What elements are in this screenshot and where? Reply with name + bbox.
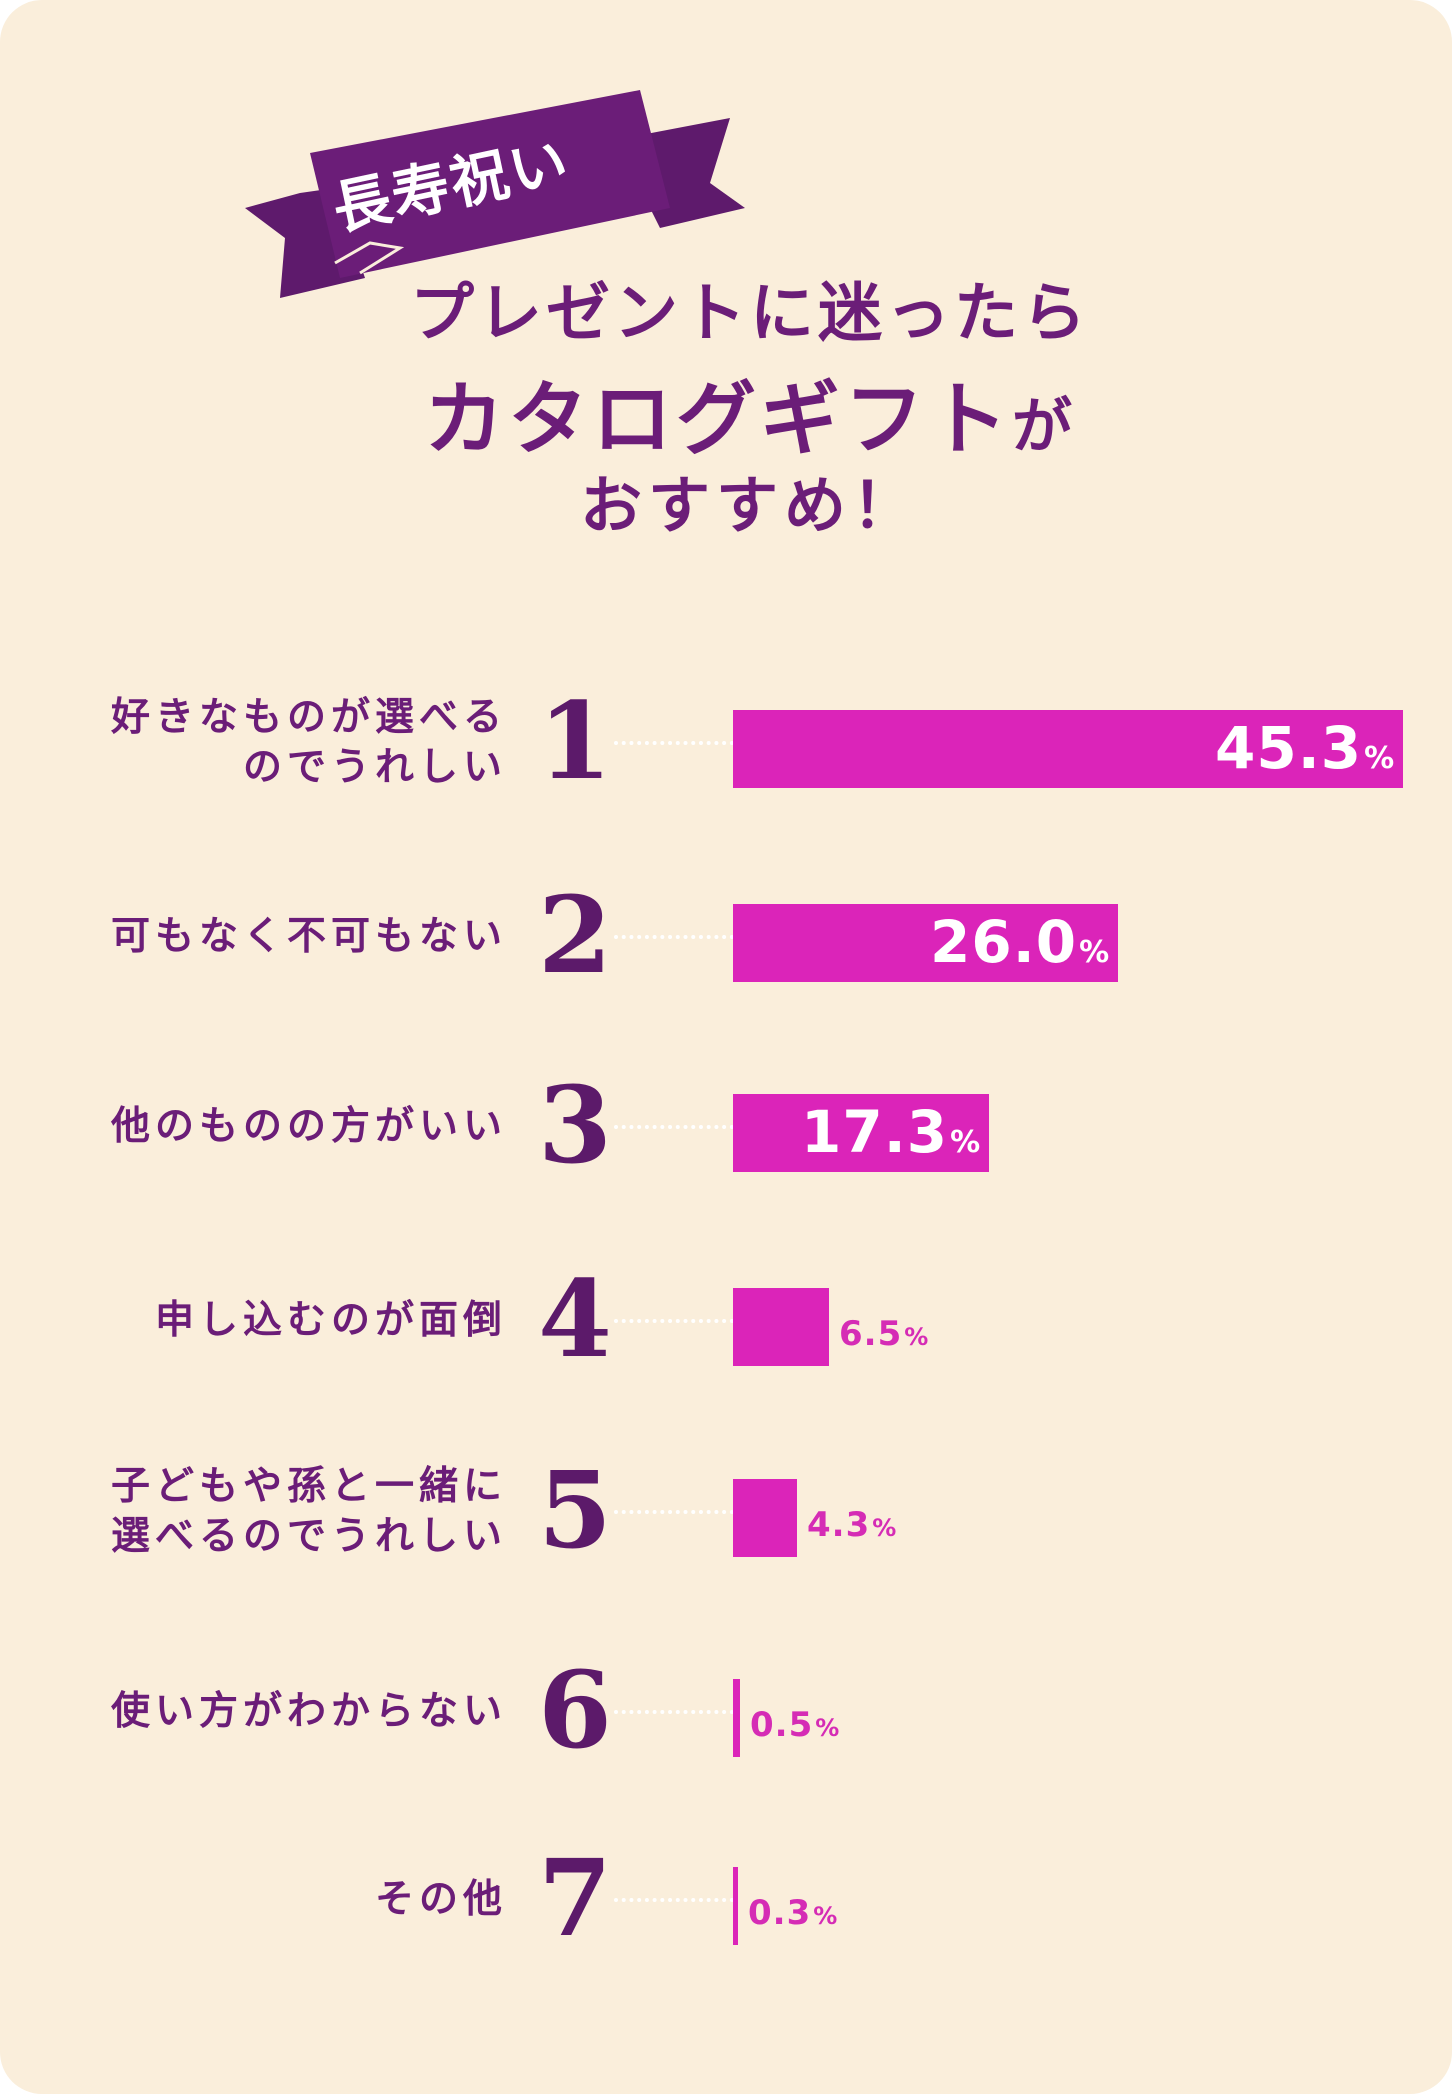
rank-number: 6 xyxy=(538,1647,612,1772)
value-unit: % xyxy=(1079,935,1111,970)
value-number: 26.0 xyxy=(930,908,1078,976)
category-label-line: 他のものの方がいい xyxy=(110,1104,507,1149)
value-unit: % xyxy=(815,1714,841,1742)
bar xyxy=(733,1679,740,1757)
value-label: 17.3% xyxy=(801,1098,981,1166)
rank-number: 3 xyxy=(538,1062,612,1187)
value-label: 4.3% xyxy=(807,1505,897,1545)
headline-particle: が xyxy=(1012,392,1076,462)
value-label: 0.3% xyxy=(748,1893,838,1933)
value-label: 45.3% xyxy=(1215,714,1395,782)
rank-number: 4 xyxy=(538,1256,612,1381)
value-number: 6.5 xyxy=(839,1314,903,1354)
category-label-line: 選べるのでうれしい xyxy=(110,1514,507,1559)
category-label-line: 使い方がわからない xyxy=(110,1689,507,1734)
headline-line-2: カタログギフトが xyxy=(300,355,1200,471)
dotted-leader xyxy=(614,1319,734,1323)
dotted-leader xyxy=(614,1510,734,1514)
bar xyxy=(733,1094,989,1172)
value-unit: % xyxy=(950,1125,982,1160)
value-unit: % xyxy=(904,1323,930,1351)
category-label-line: 好きなものが選べる xyxy=(110,695,507,740)
dotted-leader xyxy=(614,741,734,745)
category-label: 好きなものが選べるのでうれしい xyxy=(111,688,507,798)
headline-emphasis: カタログギフト xyxy=(424,373,1012,466)
value-number: 0.3 xyxy=(748,1893,812,1933)
chart-row: 子どもや孫と一緒に 選べるのでうれしい 5 4.3% xyxy=(0,1447,1452,1572)
chart-row: 申し込むのが面倒 4 6.5% xyxy=(0,1256,1452,1381)
category-label: その他 xyxy=(375,1845,507,1955)
category-label: 子どもや孫と一緒に 選べるのでうれしい xyxy=(111,1457,507,1567)
value-label: 6.5% xyxy=(839,1314,929,1354)
value-number: 17.3 xyxy=(801,1098,949,1166)
category-label: 可もなく不可もない xyxy=(111,882,507,992)
value-unit: % xyxy=(1364,741,1396,776)
value-number: 45.3 xyxy=(1215,714,1363,782)
dotted-leader xyxy=(614,1898,734,1902)
chart-row: 好きなものが選べるのでうれしい 1 45.3% xyxy=(0,678,1452,803)
headline-line-3: おすすめ！ xyxy=(579,469,920,542)
category-label-line: 可もなく不可もない xyxy=(110,914,507,959)
rank-number: 2 xyxy=(538,872,612,997)
dotted-leader xyxy=(614,935,734,939)
value-number: 0.5 xyxy=(750,1705,814,1745)
rank-number: 7 xyxy=(538,1835,612,1960)
category-label: 他のものの方がいい xyxy=(111,1072,507,1182)
bar xyxy=(733,1288,829,1366)
bar xyxy=(733,710,1403,788)
chart-row: 使い方がわからない 6 0.5% xyxy=(0,1647,1452,1772)
value-number: 4.3 xyxy=(807,1505,871,1545)
category-label-line: のでうれしい xyxy=(242,745,507,790)
dotted-leader xyxy=(614,1710,734,1714)
chart-row: その他 7 0.3% xyxy=(0,1835,1452,1960)
category-label: 申し込むのが面倒 xyxy=(155,1266,507,1376)
value-unit: % xyxy=(813,1902,839,1930)
bar xyxy=(733,904,1118,982)
rank-number: 1 xyxy=(538,678,612,803)
rank-number: 5 xyxy=(538,1447,612,1572)
value-unit: % xyxy=(872,1514,898,1542)
category-label-line: その他 xyxy=(374,1877,507,1922)
chart-row: 可もなく不可もない 2 26.0% xyxy=(0,872,1452,997)
headline-line-1: プレゼントに迷ったら xyxy=(410,277,1090,351)
category-label: 使い方がわからない xyxy=(111,1657,507,1767)
ribbon-banner xyxy=(245,90,745,298)
bar xyxy=(733,1867,738,1945)
chart-row: 他のものの方がいい 3 17.3% xyxy=(0,1062,1452,1187)
category-label-line: 子どもや孫と一緒に xyxy=(110,1464,507,1509)
dotted-leader xyxy=(614,1125,734,1129)
value-label: 26.0% xyxy=(930,908,1110,976)
value-label: 0.5% xyxy=(750,1705,840,1745)
category-label-line: 申し込むのが面倒 xyxy=(154,1298,507,1343)
bar xyxy=(733,1479,797,1557)
